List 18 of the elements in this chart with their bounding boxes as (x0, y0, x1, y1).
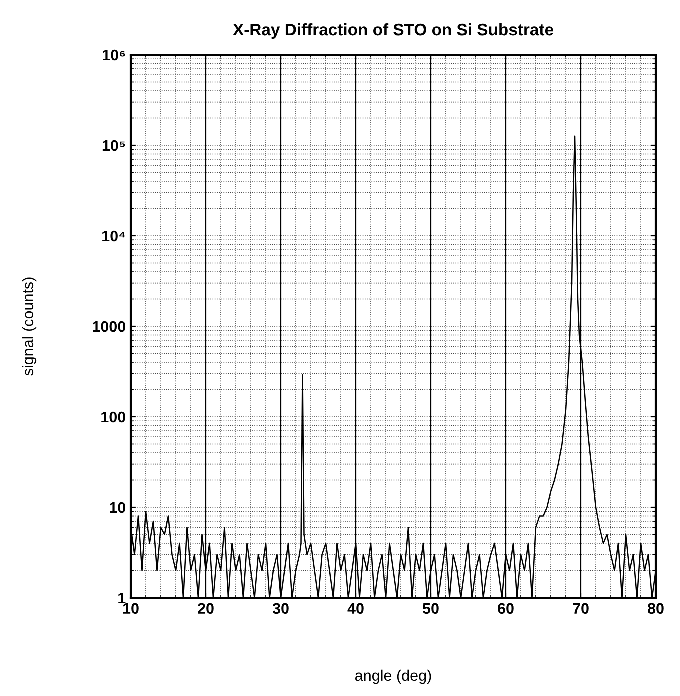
y-tick-label: 10⁶ (103, 50, 126, 61)
y-tick-label: 10⁵ (102, 140, 126, 152)
x-tick-label: 50 (422, 603, 439, 614)
x-tick-label: 70 (573, 603, 589, 614)
x-tick-label: 40 (348, 603, 364, 614)
x-tick-label: 10 (123, 603, 139, 614)
y-tick-label: 10⁴ (102, 230, 126, 242)
chart-title: X-Ray Diffraction of STO on Si Substrate (233, 23, 554, 40)
y-tick-label: 100 (102, 412, 126, 423)
y-tick-label: 10 (110, 502, 126, 514)
y-tick-label: 1000 (93, 321, 126, 332)
x-tick-label: 80 (648, 603, 664, 614)
x-tick-label: 60 (498, 603, 514, 614)
x-axis-title: angle (deg) (356, 670, 432, 684)
y-tick-label: 1 (118, 593, 126, 604)
x-tick-label: 20 (198, 603, 214, 614)
y-axis-title: signal (counts) (22, 278, 37, 376)
x-tick-label: 30 (272, 603, 289, 614)
